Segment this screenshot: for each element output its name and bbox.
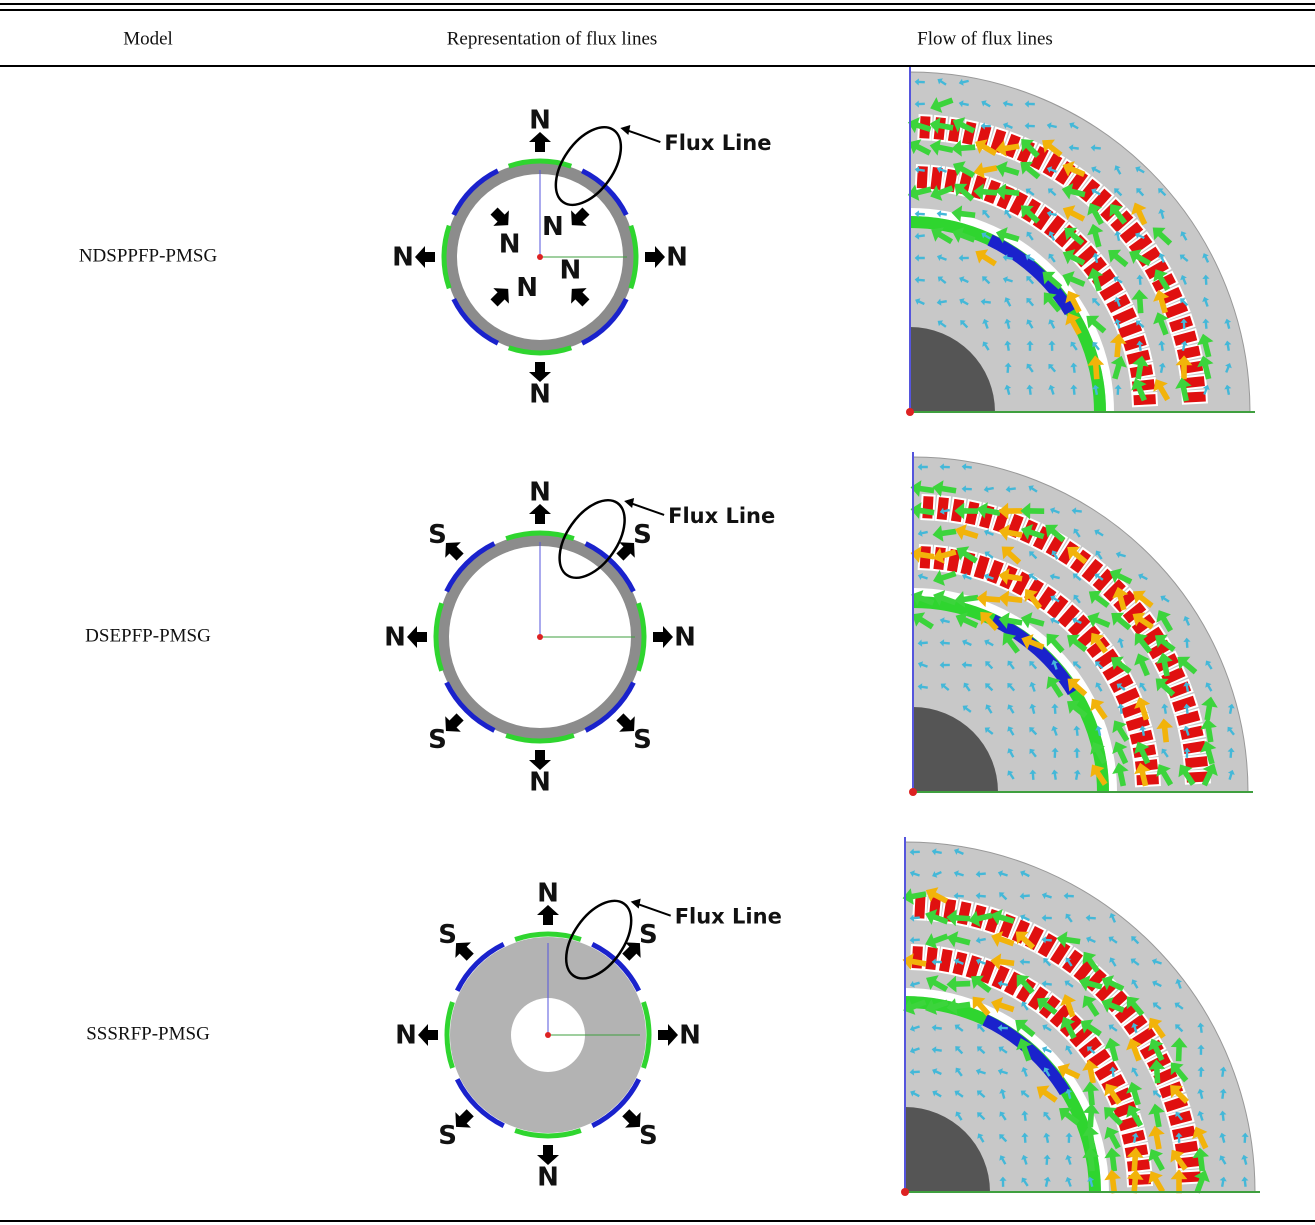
pole-label: N <box>499 230 521 260</box>
model-name: SSSRFP-PMSG <box>86 1023 210 1044</box>
origin <box>901 1188 909 1196</box>
flux-flow-image <box>905 67 1255 416</box>
pole-label: N <box>529 478 551 508</box>
pole-label: N <box>392 243 414 273</box>
pole-label: S <box>639 920 658 950</box>
origin <box>545 1032 551 1038</box>
header-cell: Representation of flux lines <box>447 28 658 49</box>
flux-pointer <box>630 503 664 515</box>
flux-pointer-head <box>631 899 641 909</box>
flux-pointer-head <box>620 125 630 135</box>
coil-slot <box>921 495 934 520</box>
header-cell: Model <box>123 28 173 49</box>
pole-label: N <box>384 623 406 653</box>
flux-flow-image <box>908 452 1253 796</box>
coil-slot <box>1126 1158 1151 1173</box>
flux-diagram: N S N S N S N S Flux Line <box>384 478 775 798</box>
pole-arrow <box>418 1024 438 1046</box>
flux-label: Flux Line <box>668 504 775 528</box>
origin <box>537 634 543 640</box>
pole-label: N <box>537 1163 559 1193</box>
flux-pointer-head <box>624 498 634 508</box>
flux-flow-image <box>900 837 1260 1196</box>
pole-arrow <box>564 281 594 311</box>
header-cell: Flow of flux lines <box>917 28 1053 49</box>
pole-label: N <box>559 255 581 285</box>
pole-label: S <box>639 1121 658 1151</box>
pole-label: N <box>516 273 538 303</box>
flux-pointer <box>626 130 660 142</box>
pole-label: N <box>542 212 564 242</box>
origin <box>909 788 917 796</box>
flux-label: Flux Line <box>675 905 782 929</box>
pole-label: N <box>666 243 688 273</box>
pole-arrow <box>564 203 594 233</box>
table: Model Representation of flux lines Flow … <box>0 0 1315 1225</box>
page: Model Representation of flux lines Flow … <box>0 0 1315 1225</box>
coil-slot <box>924 946 939 971</box>
pole-arrow <box>407 626 427 648</box>
pole-label: S <box>438 1121 457 1151</box>
flux-label: Flux Line <box>664 131 771 155</box>
pole-label: S <box>428 520 447 550</box>
pole-arrow <box>645 246 665 268</box>
model-name: DSEPFP-PMSG <box>85 625 211 646</box>
flux-diagram: NNNNNNNNFlux Line <box>392 106 771 410</box>
pole-arrow <box>486 281 516 311</box>
pole-label: S <box>633 520 652 550</box>
pole-label: N <box>529 768 551 798</box>
flux-diagram: N S N S N S N S Flux Line <box>395 879 782 1193</box>
pole-arrow <box>415 246 435 268</box>
origin <box>537 254 543 260</box>
pole-label: N <box>674 623 696 653</box>
pole-label: S <box>438 920 457 950</box>
pole-label: N <box>529 106 551 136</box>
pole-arrow <box>486 203 516 233</box>
model-name: NDSPPFP-PMSG <box>79 245 218 266</box>
origin <box>906 408 914 416</box>
pole-label: N <box>679 1021 701 1051</box>
pole-label: N <box>395 1021 417 1051</box>
pole-label: N <box>529 380 551 410</box>
pole-label: S <box>633 725 652 755</box>
pole-arrow <box>653 626 673 648</box>
flux-pointer <box>637 904 671 916</box>
pole-arrow <box>658 1024 678 1046</box>
pole-label: N <box>537 879 559 909</box>
pole-label: S <box>428 725 447 755</box>
